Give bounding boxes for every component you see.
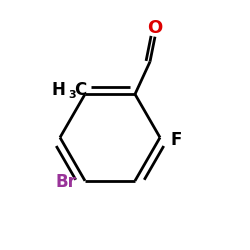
- Text: F: F: [170, 131, 182, 149]
- Text: 3: 3: [69, 90, 76, 101]
- Text: O: O: [148, 19, 163, 37]
- Text: H: H: [51, 82, 65, 100]
- Text: Br: Br: [56, 173, 77, 191]
- Text: C: C: [74, 82, 86, 100]
